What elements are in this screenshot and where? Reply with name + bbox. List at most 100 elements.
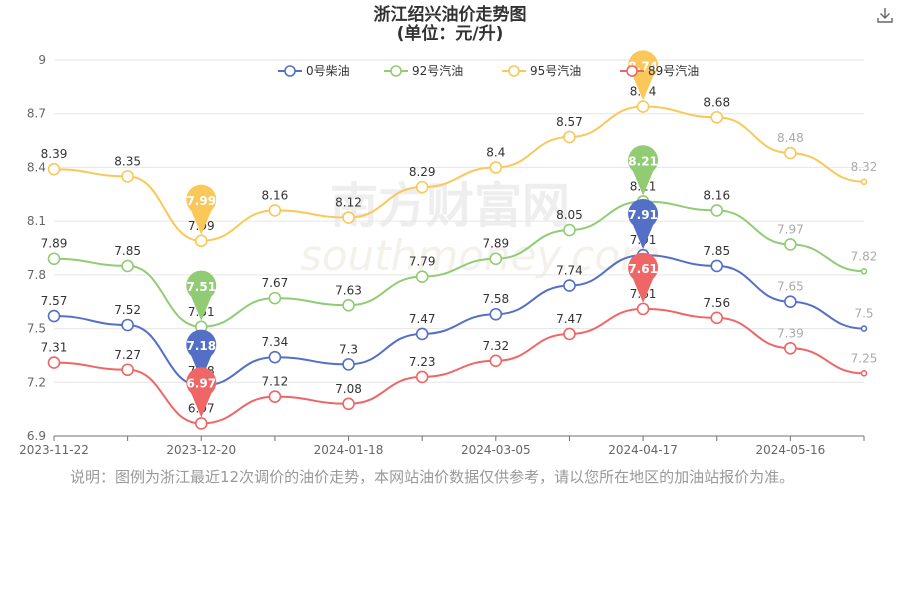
- pin-label: 8.21: [628, 154, 658, 168]
- data-label: 7.3: [339, 342, 358, 356]
- data-label: 7.56: [703, 296, 730, 310]
- y-tick-label: 8.7: [27, 107, 46, 121]
- download-icon[interactable]: [876, 6, 894, 24]
- y-tick-label: 6.9: [27, 429, 46, 443]
- data-point: [860, 325, 868, 332]
- legend-label: 92号汽油: [412, 63, 463, 78]
- data-label: 7.89: [482, 237, 509, 251]
- data-label: 7.74: [556, 264, 583, 278]
- data-label: 8.39: [41, 147, 68, 161]
- data-point: [342, 397, 355, 411]
- data-point: [342, 298, 355, 312]
- x-tick-label: 2023-11-22: [19, 443, 89, 457]
- pin-marker: [186, 329, 217, 380]
- data-label: 7.5: [854, 307, 873, 321]
- series-lines: [47, 100, 868, 430]
- legend-label: 89号汽油: [648, 63, 699, 78]
- chart-subtitle: (单位：元/升): [397, 23, 504, 44]
- data-label: 8.16: [703, 188, 730, 202]
- legend-symbol: [390, 65, 402, 77]
- y-gridlines: 6.9 7.2 7.5 7.8 8.1 8.4 8.7 9: [27, 53, 864, 443]
- x-tick-label: 2024-03-05: [461, 443, 531, 457]
- data-point: [121, 363, 134, 377]
- pin-marker: [186, 270, 217, 321]
- data-point: [563, 223, 576, 237]
- chart-note: 说明：图例为浙江最近12次调价的油价走势，本网站油价数据仅供参考，请以您所在地区…: [70, 468, 795, 486]
- x-tick-label: 2024-04-17: [608, 443, 678, 457]
- data-point: [415, 270, 429, 283]
- data-label: 7.58: [482, 292, 509, 306]
- data-point: [415, 370, 429, 384]
- pin-marker: [186, 367, 217, 418]
- data-label: 7.97: [777, 222, 804, 236]
- data-label: 7.82: [851, 249, 878, 263]
- data-point: [268, 204, 282, 217]
- data-label: 7.65: [777, 280, 804, 294]
- watermark-latin-text: southmoney.com: [300, 231, 661, 280]
- data-label: 8.4: [486, 145, 505, 159]
- legend[interactable]: 0号柴油 92号汽油 95号汽油 89号汽油: [278, 63, 699, 78]
- data-label: 8.57: [556, 115, 583, 129]
- data-point: [489, 161, 503, 174]
- x-tick-label: 2024-05-16: [755, 443, 825, 457]
- data-label: 8.35: [114, 154, 141, 168]
- data-point: [268, 291, 282, 305]
- data-label: 7.67: [262, 276, 289, 290]
- data-point: [784, 146, 797, 160]
- data-point: [415, 327, 429, 341]
- data-point: [489, 354, 503, 368]
- chart-title: 浙江绍兴油价走势图: [374, 4, 527, 25]
- pin-marker: [628, 145, 659, 196]
- data-point: [47, 162, 61, 176]
- data-point: [710, 204, 724, 217]
- data-label: 8.48: [777, 131, 804, 145]
- data-label: 7.79: [409, 255, 436, 269]
- legend-label: 0号柴油: [306, 64, 350, 78]
- x-tick-label: 2023-12-20: [166, 443, 236, 457]
- data-point: [563, 279, 576, 292]
- data-label: 8.12: [335, 196, 362, 210]
- data-point: [860, 370, 868, 377]
- pin-label: 7.51: [186, 280, 216, 294]
- data-label: 8.32: [851, 160, 878, 174]
- data-point: [47, 309, 61, 323]
- data-label: 8.05: [556, 208, 583, 222]
- data-point: [489, 307, 503, 321]
- legend-label: 95号汽油: [530, 63, 581, 78]
- y-tick-label: 8.4: [27, 160, 46, 174]
- data-label: 7.23: [409, 355, 436, 369]
- data-point: [710, 110, 724, 124]
- data-point: [784, 295, 797, 309]
- pin-marker: [186, 184, 217, 235]
- data-point: [860, 267, 868, 275]
- x-tick-label: 2024-01-18: [314, 443, 384, 457]
- series-line: [53, 105, 865, 242]
- data-label: 7.25: [851, 351, 878, 365]
- y-tick-label: 7.5: [27, 322, 46, 336]
- watermark-text: 南方财富网: [330, 178, 570, 234]
- data-label: 7.12: [262, 375, 289, 389]
- pin-label: 7.18: [186, 339, 216, 353]
- pin-label: 7.99: [186, 194, 216, 208]
- data-point: [268, 350, 282, 364]
- y-tick-label: 7.8: [27, 268, 46, 282]
- legend-symbol: [508, 65, 520, 77]
- data-label: 7.52: [114, 303, 141, 317]
- y-tick-label: 7.2: [27, 375, 46, 389]
- data-point: [415, 180, 429, 194]
- data-label: 8.16: [262, 188, 289, 202]
- data-point: [784, 341, 797, 355]
- data-point: [563, 327, 576, 341]
- series-line: [53, 200, 865, 328]
- data-label: 7.08: [335, 382, 362, 396]
- data-point: [710, 259, 724, 273]
- data-label: 7.31: [41, 341, 68, 355]
- data-label: 7.85: [703, 244, 730, 258]
- data-point: [563, 130, 576, 144]
- data-point: [636, 302, 650, 316]
- data-point: [194, 417, 208, 430]
- data-label: 7.34: [262, 335, 289, 349]
- data-point: [860, 178, 868, 186]
- data-label: 7.89: [41, 237, 68, 251]
